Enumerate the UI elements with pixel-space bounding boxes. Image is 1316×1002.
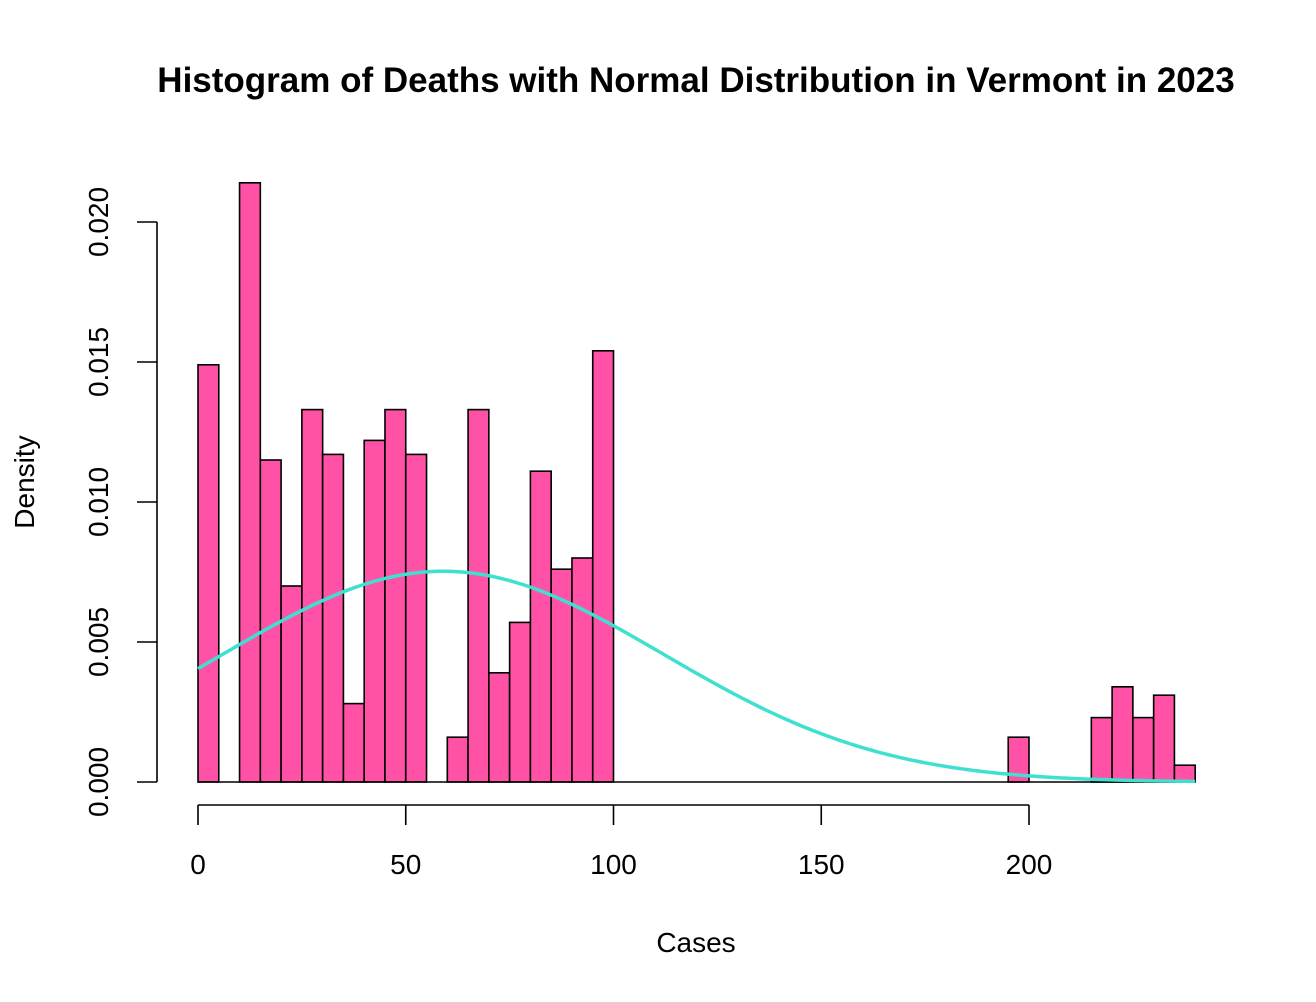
histogram-bar (238, 182, 262, 783)
histogram-bar (363, 439, 386, 783)
y-tick-label: 0.020 (83, 187, 114, 257)
normal-curve (197, 569, 1196, 784)
y-tick-label: 0.010 (83, 467, 114, 537)
y-axis-label: Density (9, 435, 40, 528)
x-tick-label: 50 (390, 849, 421, 880)
histogram-bar (301, 408, 324, 783)
histogram-bar (1090, 716, 1113, 783)
histogram-bar (1152, 694, 1176, 783)
histogram-bar (446, 736, 469, 783)
histogram-bar (1132, 716, 1155, 783)
x-tick-label: 0 (190, 849, 206, 880)
y-tick-label: 0.015 (83, 327, 114, 397)
y-tick-label: 0.000 (83, 747, 114, 817)
histogram-bar (1111, 685, 1134, 783)
histogram-bar (321, 453, 345, 783)
histogram-bar (571, 557, 594, 783)
chart-title: Histogram of Deaths with Normal Distribu… (157, 61, 1234, 100)
x-axis-label: Cases (656, 927, 735, 958)
histogram-bar (342, 702, 365, 783)
x-tick-label: 150 (798, 849, 845, 880)
y-axis: 0.000 0.005 0.010 0.015 0.020 (83, 187, 158, 817)
histogram-bar (529, 470, 552, 783)
x-tick-label: 200 (1006, 849, 1053, 880)
histogram-bar (508, 621, 532, 783)
histogram-bar (591, 349, 615, 783)
y-tick-label: 0.005 (83, 607, 114, 677)
histogram-bar (467, 408, 490, 783)
histogram-bar (404, 453, 428, 783)
bars-group (197, 182, 1197, 783)
histogram-bar (384, 408, 407, 783)
histogram-bar (488, 671, 511, 783)
histogram-bar (197, 363, 220, 783)
x-axis: 0 50 100 150 200 (190, 804, 1053, 880)
x-tick-label: 100 (590, 849, 637, 880)
